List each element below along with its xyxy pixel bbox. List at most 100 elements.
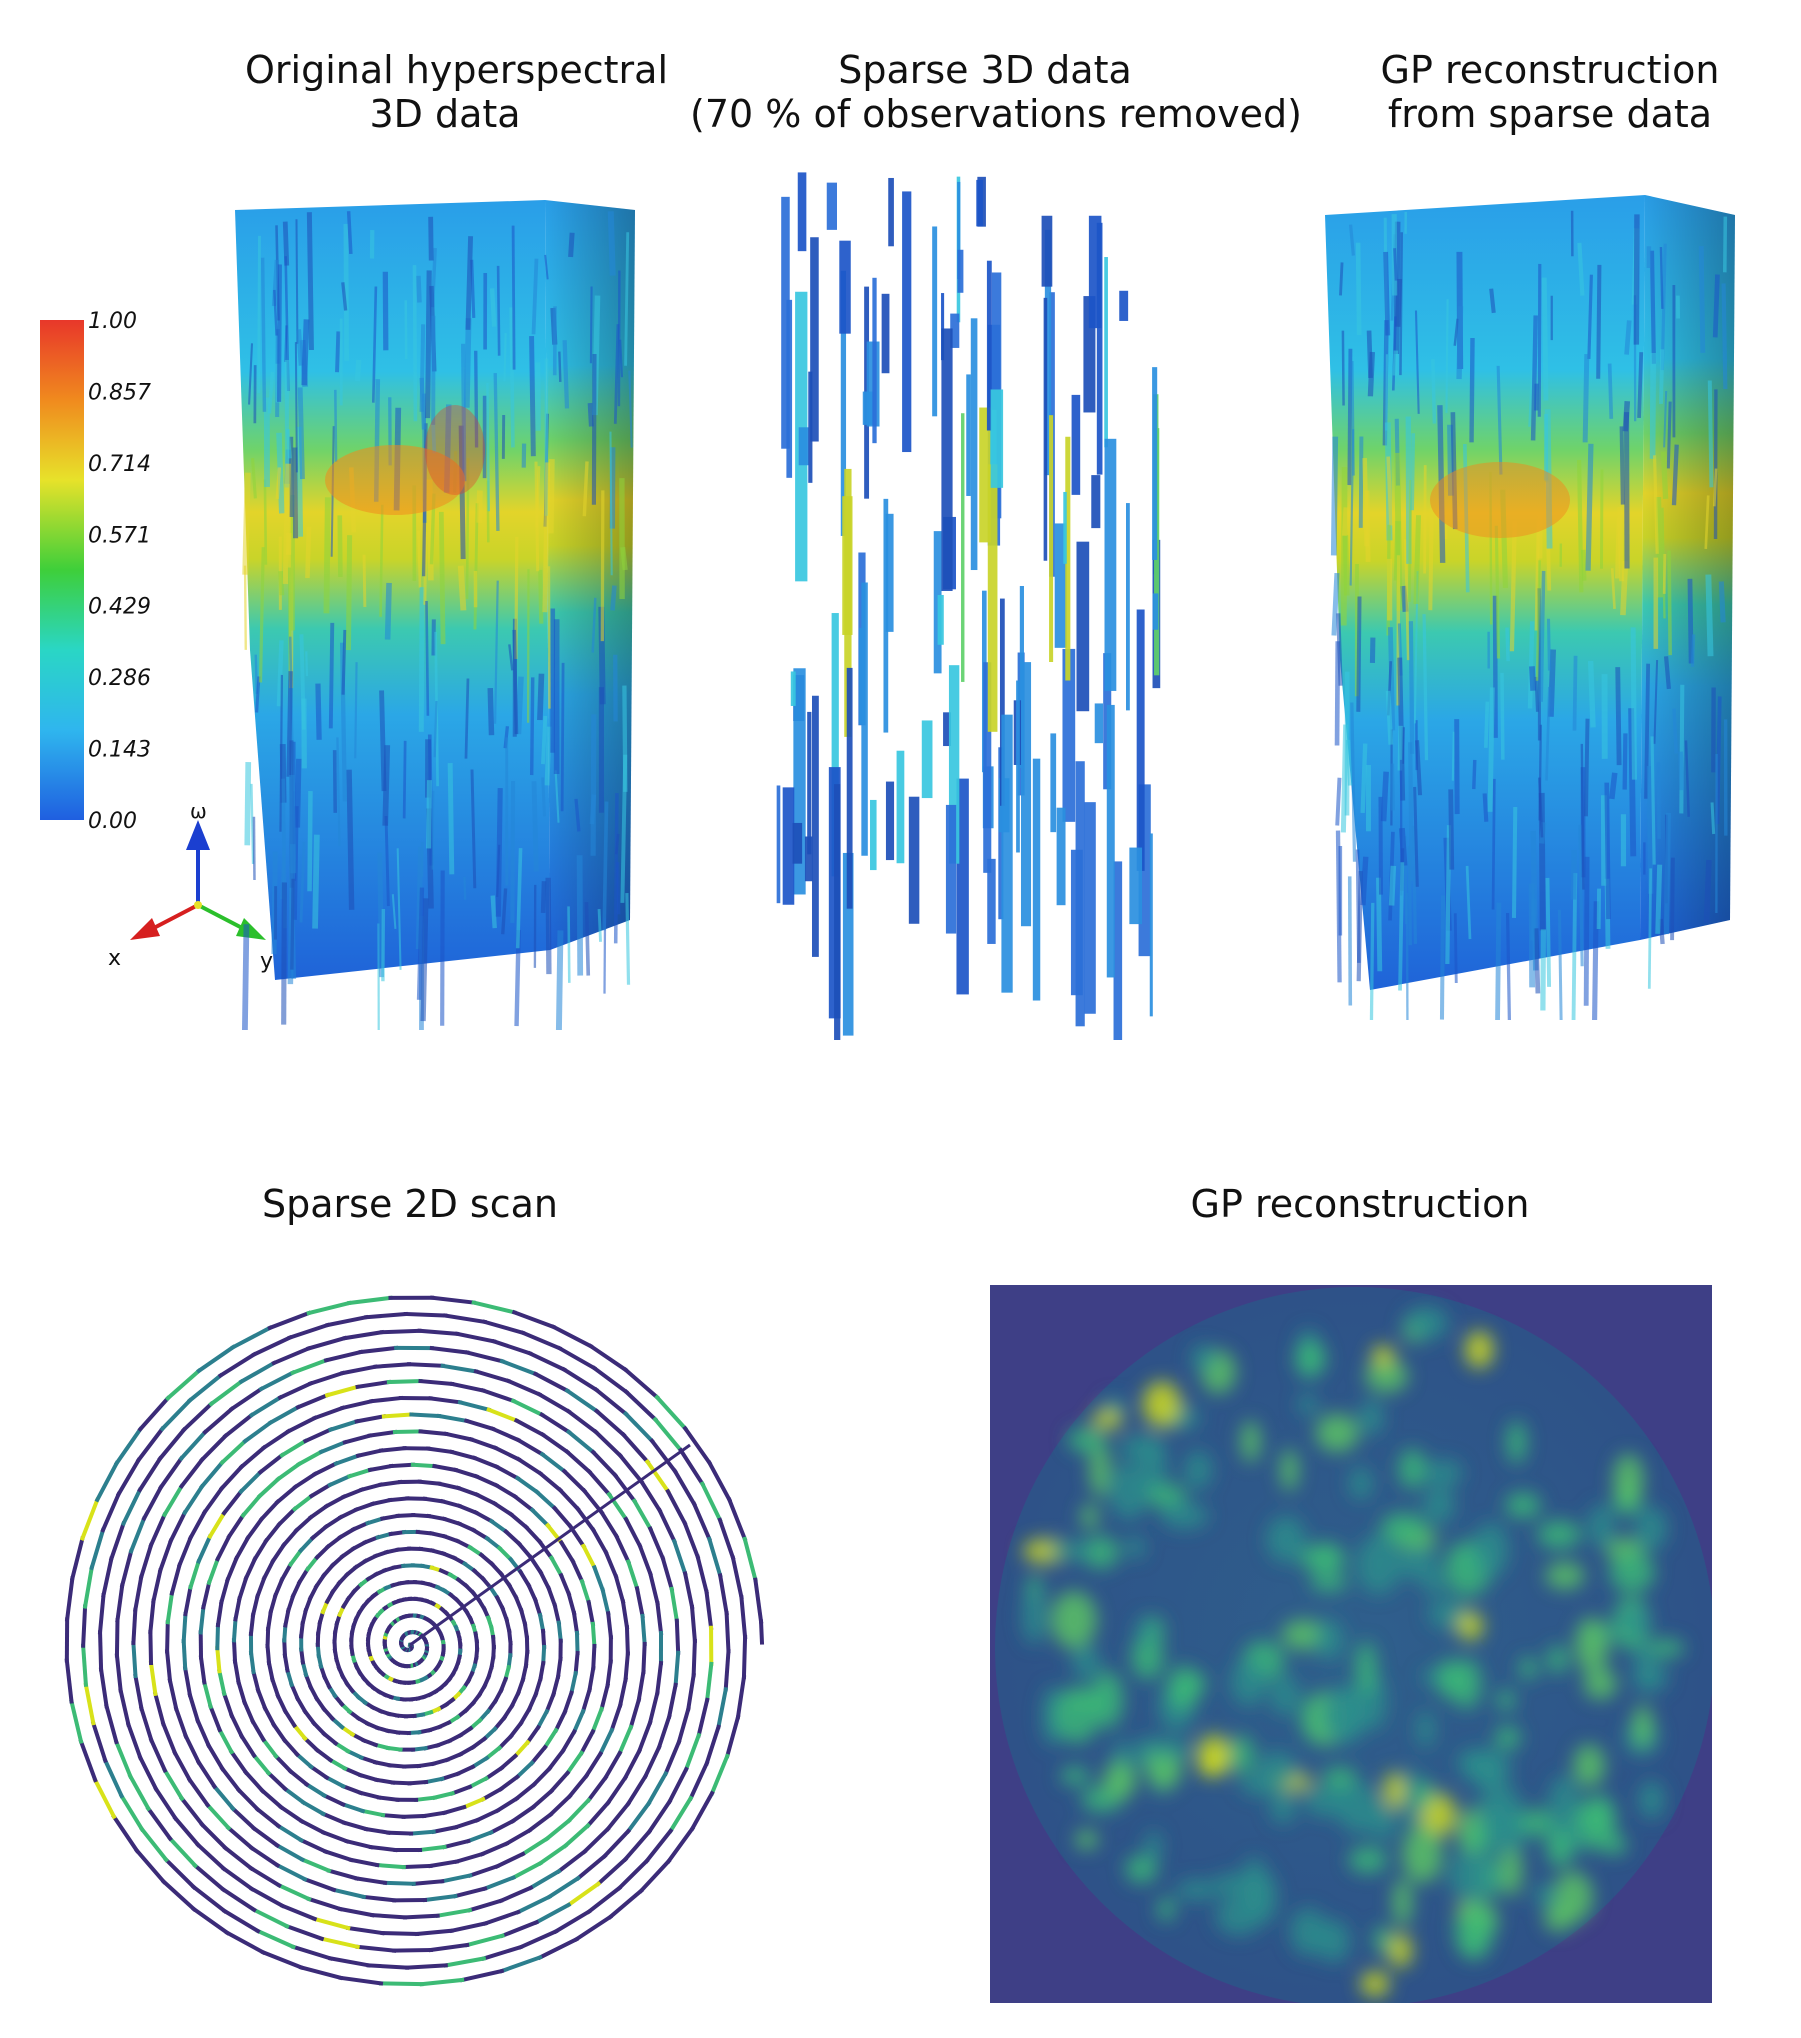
volume-streak [1662,553,1667,594]
spiral-segment [115,1583,125,1623]
spiral-segment [566,1797,592,1824]
volume-streak [299,841,306,923]
volume-streak [584,901,591,976]
spiral-segment [473,1368,511,1384]
spiral-segment [167,1677,179,1712]
spiral-segment [368,1844,398,1853]
sparse-fragment [1062,648,1076,822]
spiral-segment [302,1876,337,1893]
spiral-segment [446,1732,464,1744]
gp-blob [1349,1466,1373,1500]
volume-streak [582,461,589,517]
spiral-segment [282,1623,288,1643]
volume-streak [1387,627,1396,731]
spiral-segment [486,1407,520,1424]
spiral-segment [167,1835,199,1869]
sparse-fragment [831,613,839,877]
volume-streak [328,622,335,729]
spiral-segment [510,1804,536,1824]
gp-blob [1573,1744,1605,1788]
spiral-segment [565,1880,602,1908]
spiral-segment [198,1605,206,1635]
spiral-segment [205,1742,226,1772]
spiral-segment [541,1644,547,1666]
volume-streak [1705,574,1714,657]
spiral-segment [449,1784,473,1796]
gp-blob [1398,1448,1427,1489]
volume-streak [267,371,275,414]
spiral-segment [311,1720,328,1737]
volume-streak [306,212,314,351]
spiral-segment [379,1328,422,1335]
spiral-segment [367,1463,394,1473]
gp-blob [1546,1829,1574,1868]
spiral-segment [411,1879,445,1886]
sparse-fragment [1041,215,1053,287]
sparse-fragment [1065,436,1071,681]
volume-streak [511,225,516,370]
spiral-segment [137,1754,159,1792]
x-arrow-icon [130,918,160,940]
spiral-segment [242,1419,274,1444]
volume-streak [501,888,508,935]
spiral-segment [249,1845,281,1869]
spiral-segment [199,1459,225,1490]
volume-streak [538,569,544,624]
spiral-segment [307,1684,320,1702]
spiral-segment [215,1599,224,1628]
spiral-segment [511,1309,557,1330]
spiral-segment [370,1913,408,1920]
spiral-segment [82,1565,95,1609]
spiral-segment [464,1350,505,1364]
spiral-segment [441,1804,467,1816]
spiral-segment [520,1835,550,1857]
volume-streak [1472,759,1477,790]
spiral-segment [225,1825,255,1851]
volume-streak [1341,507,1349,536]
gp-blob [1609,1552,1655,1593]
volume-streak [379,504,384,617]
sparse-fragment [1019,585,1024,768]
spiral-segment [467,1863,500,1878]
volume-streak [1496,365,1503,475]
volume-streak [282,463,291,584]
spiral-segment [428,1396,463,1405]
spiral-segment [354,1876,388,1886]
spiral-segment [570,1558,585,1584]
spiral-segment [517,1569,532,1589]
spiral-segment [485,1698,499,1714]
volume-streak [1385,690,1394,745]
volume-streak [589,794,597,825]
gp-blob [1583,1668,1617,1700]
sparse-fragment [986,260,992,431]
spiral-segment [565,1408,599,1435]
volume-streak [1339,262,1344,296]
spiral-segment [542,1727,559,1751]
spiral-segment [206,1556,221,1586]
spiral-segment [362,1534,381,1545]
spiral-segment [523,1649,530,1669]
volume-streak [341,282,348,311]
sparse-fragment [902,191,912,453]
spiral-segment [255,1687,268,1711]
spiral-segment [492,1687,504,1704]
spiral-segment [355,1379,392,1390]
spiral-segment [118,1688,131,1728]
spiral-segment [498,1774,521,1792]
spiral-segment [617,1724,634,1756]
sparse-fragment [941,293,945,361]
gp-blob [1402,1825,1443,1884]
spiral-segment [561,1468,588,1494]
spiral-segment [443,1431,474,1442]
spiral-segment [273,1753,294,1775]
gp-blob [1051,1591,1097,1649]
volume-streak [416,887,425,1000]
spiral-segment [688,1760,710,1801]
spiral-segment [480,1388,516,1404]
volume-streak [515,848,523,949]
spiral-segment [314,1543,331,1561]
volume-streak [458,425,466,560]
spiral-segment [219,1438,248,1466]
volume-streak [379,690,387,792]
title-sparse3d-line2: (70 % of observations removed) [690,92,1303,136]
